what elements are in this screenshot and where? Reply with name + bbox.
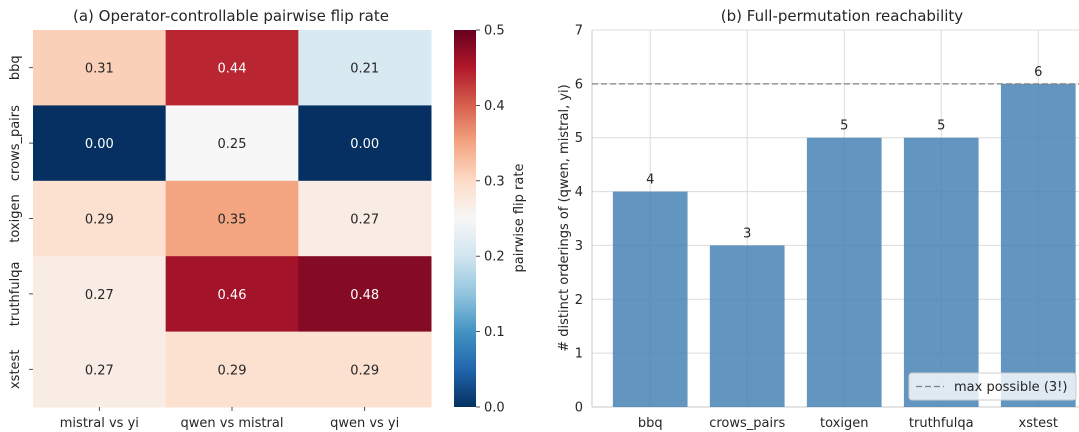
bar-value-label: 4: [646, 173, 654, 188]
heatmap-column-label: qwen vs yi: [330, 416, 399, 431]
bar: [709, 245, 785, 407]
heatmap-cell-label: 0.27: [85, 363, 114, 378]
bar-value-label: 5: [937, 119, 945, 134]
colorbar-tick-label: 0.5: [484, 24, 505, 39]
heatmap-cell: [298, 180, 432, 257]
heatmap-row-label: truthfulqa: [8, 262, 23, 327]
bar-y-tick-label: 0: [575, 401, 583, 416]
colorbar-tick-label: 0.0: [484, 401, 505, 416]
bar-x-tick-labels: bbq crows_pairs toxigen truthfulqa xstest: [638, 416, 1058, 431]
heatmap-cell-label: 0.25: [218, 137, 247, 152]
colorbar-ticks: 0.0 0.1 0.2 0.3 0.4 0.5: [476, 24, 505, 416]
heatmap-cell-label: 0.31: [85, 62, 114, 77]
heatmap-cell-label: 0.44: [218, 62, 247, 77]
heatmap-cell: [298, 30, 432, 106]
bar-y-tick-label: 7: [575, 24, 583, 39]
heatmap-cell-label: 0.29: [218, 363, 247, 378]
heatmap-cell: [298, 105, 432, 182]
bar: [1000, 83, 1076, 407]
bar: [806, 137, 882, 407]
bar-y-tick-label: 1: [575, 347, 583, 362]
heatmap-cell: [165, 30, 299, 106]
heatmap-cell-label: 0.21: [350, 62, 379, 77]
bar-value-labels: 4 3 5 5 6: [646, 65, 1042, 242]
heatmap-cell: [165, 105, 299, 182]
bar-y-tick-label: 4: [575, 185, 583, 200]
heatmap-cell-label: 0.00: [85, 137, 114, 152]
heatmap-cell: [33, 30, 167, 106]
heatmap-cell: [33, 331, 167, 408]
bar-value-label: 3: [743, 226, 751, 241]
heatmap-column-label: qwen vs mistral: [181, 416, 284, 431]
bar-x-tick-label: xstest: [1019, 416, 1058, 431]
heatmap-cell: [165, 180, 299, 257]
colorbar-tick-label: 0.1: [484, 325, 505, 340]
heatmap-row-label: xstest: [8, 350, 23, 389]
bar-x-tick-label: crows_pairs: [709, 416, 785, 431]
legend-label: max possible (3!): [954, 380, 1067, 395]
heatmap-cell: [33, 105, 167, 182]
bar-x-tick-label: truthfulqa: [909, 416, 974, 431]
bar-y-tick-labels: 0 1 2 3 4 5 6 7: [575, 24, 583, 416]
bar: [903, 137, 979, 407]
heatmap-cell-label: 0.29: [350, 363, 379, 378]
bar-series: [612, 83, 1076, 407]
colorbar: 0.0 0.1 0.2 0.3 0.4 0.5 pairwise flip rate: [454, 24, 527, 416]
heatmap-row-label: toxigen: [8, 194, 23, 242]
bar-value-label: 6: [1034, 65, 1042, 80]
heatmap-cell: [298, 256, 432, 333]
bar-y-tick-label: 3: [575, 239, 583, 254]
heatmap-title: (a) Operator-controllable pairwise flip …: [73, 7, 389, 25]
heatmap-cell: [33, 180, 167, 257]
heatmap-cell: [165, 256, 299, 333]
colorbar-tick-label: 0.3: [484, 174, 505, 189]
heatmap-cells: 0.31 0.44 0.21 0.00 0.25 0.00 0.29 0.35 0.27 0.27…: [33, 30, 432, 408]
colorbar-tick-label: 0.4: [484, 99, 505, 114]
heatmap-cell-label: 0.48: [350, 288, 379, 303]
heatmap-cell-label: 0.00: [350, 137, 379, 152]
heatmap-panel: (a) Operator-controllable pairwise flip …: [8, 7, 432, 431]
heatmap-row-label: bbq: [8, 55, 23, 80]
bar-value-label: 5: [840, 119, 848, 134]
bar: [612, 191, 688, 407]
bar-panel: (b) Full-permutation reachability 435 56 …: [557, 7, 1079, 431]
heatmap-cell-label: 0.27: [350, 213, 379, 228]
bar-y-tick-label: 5: [575, 131, 583, 146]
heatmap-column-label: mistral vs yi: [60, 416, 139, 431]
colorbar-label: pairwise flip rate: [512, 164, 527, 273]
colorbar-gradient: [454, 30, 476, 407]
heatmap-row-label: crows_pairs: [8, 105, 23, 181]
bar-x-tick-label: toxigen: [820, 416, 868, 431]
heatmap-cell-label: 0.46: [218, 288, 247, 303]
heatmap-column-labels: mistral vs yi qwen vs mistral qwen vs yi: [60, 407, 399, 431]
bar-y-tick-label: 2: [575, 293, 583, 308]
bar-y-axis-label: # distinct orderings of (qwen, mistral, …: [557, 84, 572, 352]
legend-box: [908, 372, 1077, 401]
bar-chart-title: (b) Full-permutation reachability: [721, 7, 964, 25]
heatmap-cell-label: 0.29: [85, 213, 114, 228]
heatmap-cell-label: 0.35: [218, 213, 247, 228]
colorbar-tick-label: 0.2: [484, 250, 505, 265]
heatmap-cell: [165, 331, 299, 408]
bar-x-tick-label: bbq: [638, 416, 663, 431]
legend: max possible (3!): [908, 372, 1077, 401]
heatmap-cell-label: 0.27: [85, 288, 114, 303]
bar-y-tick-label: 6: [575, 77, 583, 92]
heatmap-cell: [298, 331, 432, 408]
heatmap-cell: [33, 256, 167, 333]
